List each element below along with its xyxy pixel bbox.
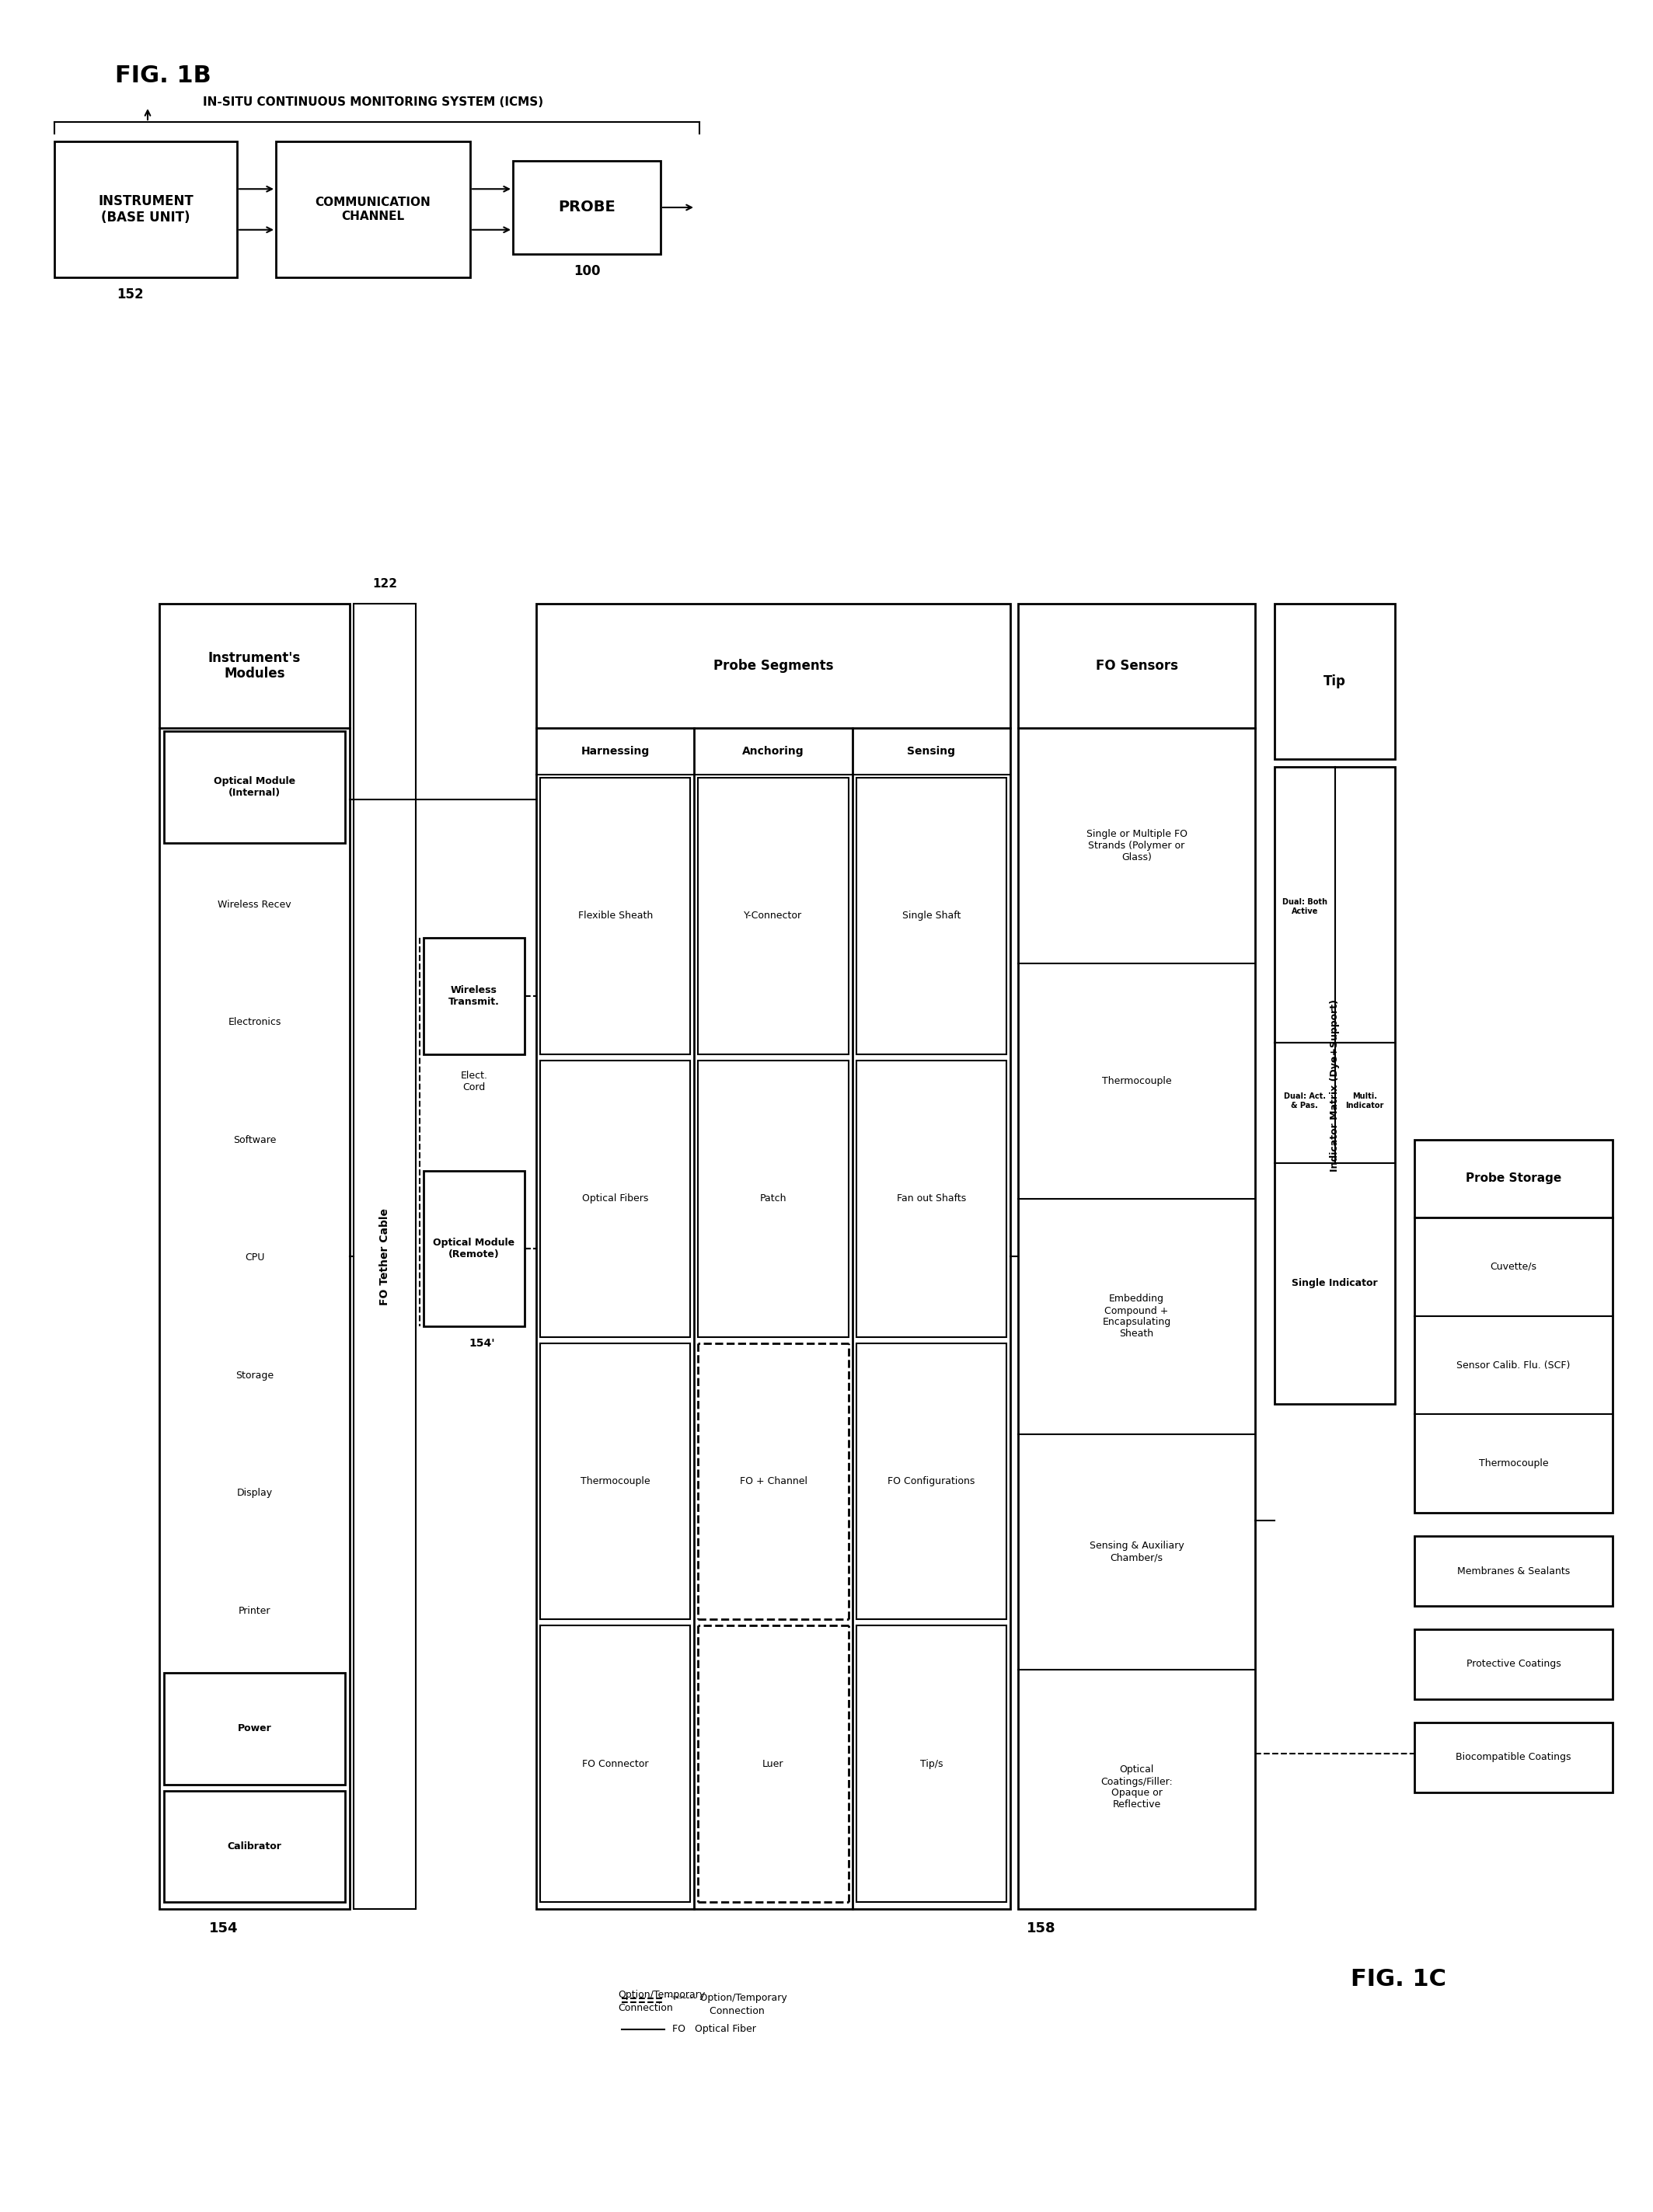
Bar xyxy=(276,142,469,276)
Bar xyxy=(541,1343,691,1619)
Text: Dual: Act.
& Pas.: Dual: Act. & Pas. xyxy=(1284,1093,1326,1110)
Text: FO + Channel: FO + Channel xyxy=(739,1475,807,1486)
Text: Tip: Tip xyxy=(1324,675,1346,688)
Text: ------- Option/Temporary: ------- Option/Temporary xyxy=(673,1993,787,2004)
Bar xyxy=(541,779,691,1055)
Text: COMMUNICATION
CHANNEL: COMMUNICATION CHANNEL xyxy=(316,197,431,221)
Text: Y-Connector: Y-Connector xyxy=(744,911,802,920)
Text: Fan out Shafts: Fan out Shafts xyxy=(896,1194,965,1203)
Text: Probe Storage: Probe Storage xyxy=(1466,1172,1562,1183)
Text: Patch: Patch xyxy=(760,1194,787,1203)
Text: 154': 154' xyxy=(469,1338,494,1349)
Text: Optical Module
(Internal): Optical Module (Internal) xyxy=(213,776,296,799)
Bar xyxy=(698,779,848,1055)
Text: INSTRUMENT
(BASE UNIT): INSTRUMENT (BASE UNIT) xyxy=(98,195,193,223)
Text: Instrument's
Modules: Instrument's Modules xyxy=(208,650,301,681)
Text: Single or Multiple FO
Strands (Polymer or
Glass): Single or Multiple FO Strands (Polymer o… xyxy=(1086,830,1187,863)
Text: 158: 158 xyxy=(1027,1922,1056,1935)
Text: Sensing & Auxiliary
Chamber/s: Sensing & Auxiliary Chamber/s xyxy=(1089,1542,1184,1564)
Text: Storage: Storage xyxy=(235,1371,274,1380)
Bar xyxy=(164,732,345,843)
Text: Thermocouple: Thermocouple xyxy=(1103,1075,1172,1086)
Bar xyxy=(1415,1630,1613,1699)
Bar xyxy=(1274,604,1395,759)
Bar xyxy=(1415,1139,1613,1513)
Text: FO Sensors: FO Sensors xyxy=(1096,659,1179,672)
Text: 152: 152 xyxy=(117,288,144,301)
Text: Flexible Sheath: Flexible Sheath xyxy=(579,911,653,920)
Text: Membranes & Sealants: Membranes & Sealants xyxy=(1456,1566,1570,1577)
Text: Probe Segments: Probe Segments xyxy=(712,659,833,672)
Bar xyxy=(1274,768,1395,1405)
Text: Electronics: Electronics xyxy=(228,1018,281,1026)
Bar xyxy=(856,1626,1007,1902)
Text: PROBE: PROBE xyxy=(559,199,615,215)
Text: Optical Fibers: Optical Fibers xyxy=(582,1194,648,1203)
Bar xyxy=(423,938,524,1055)
Bar xyxy=(164,1790,345,1902)
Text: Connection: Connection xyxy=(618,2004,673,2013)
Bar xyxy=(856,1060,1007,1336)
Text: Protective Coatings: Protective Coatings xyxy=(1466,1659,1560,1670)
Text: Single Shaft: Single Shaft xyxy=(903,911,960,920)
Bar xyxy=(159,604,350,1909)
Text: Connection: Connection xyxy=(673,2006,765,2017)
Text: Optical
Coatings/Filler:
Opaque or
Reflective: Optical Coatings/Filler: Opaque or Refle… xyxy=(1101,1765,1172,1809)
Text: 100: 100 xyxy=(574,263,600,279)
Bar xyxy=(1018,604,1255,1909)
Text: Indicator Matrix (Dye+Support): Indicator Matrix (Dye+Support) xyxy=(1329,1000,1341,1172)
Text: Thermocouple: Thermocouple xyxy=(1479,1458,1549,1469)
Bar xyxy=(512,161,661,254)
Bar xyxy=(698,1060,848,1336)
Text: FO Configurations: FO Configurations xyxy=(888,1475,975,1486)
Bar xyxy=(856,779,1007,1055)
Text: Multi.
Indicator: Multi. Indicator xyxy=(1346,1093,1384,1110)
Text: Wireless Recev: Wireless Recev xyxy=(218,900,291,909)
Text: FO Connector: FO Connector xyxy=(582,1759,648,1770)
Text: FIG. 1B: FIG. 1B xyxy=(116,64,212,86)
Bar xyxy=(1415,1723,1613,1792)
Bar xyxy=(541,1060,691,1336)
Text: Calibrator: Calibrator xyxy=(228,1840,281,1851)
Text: IN-SITU CONTINUOUS MONITORING SYSTEM (ICMS): IN-SITU CONTINUOUS MONITORING SYSTEM (IC… xyxy=(203,97,544,108)
Text: Sensor Calib. Flu. (SCF): Sensor Calib. Flu. (SCF) xyxy=(1456,1360,1570,1369)
Text: Biocompatible Coatings: Biocompatible Coatings xyxy=(1456,1752,1572,1763)
Text: Tip/s: Tip/s xyxy=(919,1759,942,1770)
Bar xyxy=(1415,1535,1613,1606)
Text: Sensing: Sensing xyxy=(907,745,955,757)
Text: Optical Module
(Remote): Optical Module (Remote) xyxy=(433,1239,516,1259)
Text: Cuvette/s: Cuvette/s xyxy=(1491,1261,1537,1272)
Text: Embedding
Compound +
Encapsulating
Sheath: Embedding Compound + Encapsulating Sheat… xyxy=(1103,1294,1170,1338)
Text: FO   Optical Fiber: FO Optical Fiber xyxy=(673,2024,755,2035)
Text: Wireless
Transmit.: Wireless Transmit. xyxy=(448,984,499,1006)
Text: FIG. 1C: FIG. 1C xyxy=(1351,1969,1446,1991)
Text: Elect.
Cord: Elect. Cord xyxy=(461,1071,488,1093)
Text: 154: 154 xyxy=(208,1922,238,1935)
Bar xyxy=(423,1170,524,1327)
Bar xyxy=(164,1672,345,1785)
Text: Anchoring: Anchoring xyxy=(742,745,805,757)
Text: Option/Temporary: Option/Temporary xyxy=(618,1989,706,2000)
Text: CPU: CPU xyxy=(245,1252,264,1263)
Text: Software: Software xyxy=(233,1135,276,1146)
Bar xyxy=(536,604,1010,1909)
Text: Single Indicator: Single Indicator xyxy=(1291,1279,1377,1290)
Text: Luer: Luer xyxy=(762,1759,784,1770)
Bar xyxy=(55,142,236,276)
Text: Harnessing: Harnessing xyxy=(580,745,650,757)
Text: Thermocouple: Thermocouple xyxy=(580,1475,650,1486)
Text: 122: 122 xyxy=(372,580,397,591)
Bar xyxy=(541,1626,691,1902)
Bar xyxy=(856,1343,1007,1619)
Text: Display: Display xyxy=(236,1489,273,1498)
Text: FO Tether Cable: FO Tether Cable xyxy=(379,1208,390,1305)
Text: ......: ...... xyxy=(666,1989,686,2000)
Text: Power: Power xyxy=(238,1723,271,1734)
Text: Printer: Printer xyxy=(238,1606,271,1617)
Text: Dual: Both
Active: Dual: Both Active xyxy=(1283,898,1327,916)
Bar xyxy=(354,604,417,1909)
